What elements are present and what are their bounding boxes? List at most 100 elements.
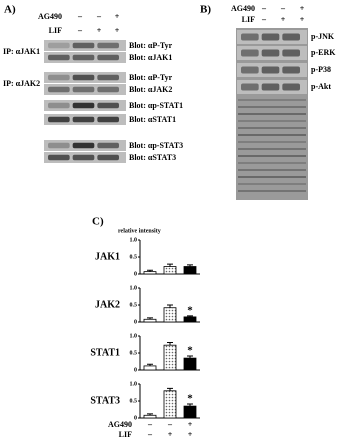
- blot-label: p-Akt: [311, 82, 331, 91]
- treatment-label: LIF: [242, 15, 255, 24]
- blot-label: Blot: αP-Tyr: [129, 41, 173, 50]
- treatment-sign: –: [261, 15, 267, 24]
- treatment-sign: +: [188, 420, 193, 429]
- blot-band: [97, 142, 119, 149]
- y-tick-label: 0: [134, 271, 137, 277]
- blot-band: [261, 83, 280, 91]
- panel-label: A): [4, 4, 16, 16]
- panel-label: C): [92, 216, 104, 228]
- blot-band: [48, 102, 70, 109]
- blot-band: [97, 116, 119, 123]
- significance-marker: *: [187, 393, 193, 405]
- blot-label: Blot: αP-Tyr: [129, 73, 173, 82]
- significance-marker: *: [187, 345, 193, 357]
- blot-band: [72, 42, 95, 49]
- error-bar: [187, 403, 193, 407]
- treatment-sign: –: [261, 4, 267, 13]
- bar: [183, 316, 197, 323]
- blot-band: [282, 49, 300, 57]
- treatment-sign: –: [77, 12, 83, 21]
- blot-band: [97, 74, 119, 81]
- treatment-sign: +: [115, 26, 120, 35]
- blot-label: Blot: αJAK1: [129, 53, 172, 62]
- blot-label: Blot: αSTAT1: [129, 115, 176, 124]
- error-bar: [167, 341, 173, 346]
- chart-title: JAK2: [95, 299, 120, 310]
- blot-band: [97, 86, 119, 93]
- bar: [183, 357, 197, 371]
- error-bar: [147, 269, 153, 272]
- blot-band: [241, 33, 259, 41]
- blot-label: p-P38: [311, 65, 331, 74]
- y-tick-label: 0.5: [130, 254, 138, 260]
- blot-band: [72, 74, 95, 81]
- bar: [163, 344, 177, 371]
- blot-label: p-JNK: [311, 32, 335, 41]
- blot-band: [261, 66, 280, 74]
- blot-label: Blot: αp-STAT3: [129, 141, 183, 150]
- chart-title: JAK1: [95, 251, 120, 262]
- treatment-sign: –: [96, 12, 102, 21]
- bar: [143, 414, 157, 419]
- treatment-sign: –: [280, 4, 286, 13]
- bar: [163, 390, 177, 419]
- blot-band: [241, 49, 259, 57]
- error-bar: [187, 264, 193, 267]
- blot-band: [72, 142, 95, 149]
- treatment-label: AG490: [231, 4, 255, 13]
- blot-band: [48, 154, 70, 161]
- bar: [143, 365, 157, 371]
- blot-band: [241, 66, 259, 74]
- blot-band: [282, 83, 300, 91]
- panel-label: B): [200, 4, 211, 16]
- error-bar: [147, 413, 153, 416]
- treatment-sign: +: [97, 26, 102, 35]
- error-bar: [147, 363, 153, 366]
- blot-band: [282, 33, 300, 41]
- blot-band: [282, 66, 300, 74]
- error-bar: [167, 304, 173, 308]
- error-bar: [167, 263, 173, 267]
- bar: [143, 271, 157, 275]
- treatment-label: AG490: [38, 12, 62, 21]
- bar: [183, 405, 197, 419]
- blot-band: [261, 33, 280, 41]
- blot-band: [72, 116, 95, 123]
- error-bar: [147, 317, 153, 320]
- blot-band: [97, 154, 119, 161]
- y-tick-label: 0.5: [130, 350, 138, 356]
- blot-band: [48, 54, 70, 61]
- blot-label: Blot: αSTAT3: [129, 153, 176, 162]
- bar: [143, 318, 157, 323]
- treatment-sign: +: [300, 4, 305, 13]
- blot-label: p-ERK: [311, 48, 336, 57]
- treatment-label: LIF: [49, 26, 62, 35]
- treatment-sign: –: [147, 420, 153, 429]
- treatment-label: AG490: [108, 420, 132, 429]
- bar: [163, 266, 177, 275]
- treatment-sign: +: [281, 15, 286, 24]
- blot-band: [48, 42, 70, 49]
- blot-label: Blot: αp-STAT1: [129, 101, 183, 110]
- treatment-sign: +: [300, 15, 305, 24]
- blot-band: [72, 102, 95, 109]
- y-tick-label: 1.0: [130, 333, 138, 339]
- y-tick-label: 0: [134, 319, 137, 325]
- blot-band: [97, 54, 119, 61]
- blot-band: [72, 86, 95, 93]
- y-tick-label: 1.0: [130, 237, 138, 243]
- chart-title: STAT3: [90, 395, 120, 406]
- treatment-sign: +: [168, 430, 173, 439]
- bar: [183, 266, 197, 275]
- blot-band: [241, 83, 259, 91]
- blot-band: [48, 116, 70, 123]
- blot-band: [97, 102, 119, 109]
- axis-label: relative intensity: [118, 228, 161, 234]
- y-tick-label: 0.5: [130, 302, 138, 308]
- treatment-sign: –: [147, 430, 153, 439]
- y-tick-label: 0: [134, 367, 137, 373]
- blot-band: [261, 49, 280, 57]
- y-tick-label: 1.0: [130, 381, 138, 387]
- ip-label: IP: αJAK1: [3, 47, 40, 56]
